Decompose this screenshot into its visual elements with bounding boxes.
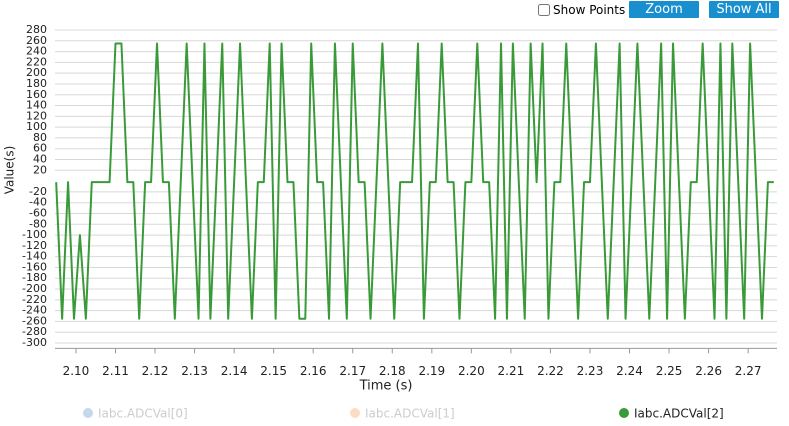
x-tick-label: 2.25	[656, 364, 683, 378]
legend-swatch	[350, 408, 360, 418]
show-all-button[interactable]: Show All	[709, 1, 779, 18]
y-tick-label: 100	[26, 120, 47, 133]
data-line	[55, 42, 774, 320]
x-tick-label: 2.27	[735, 364, 762, 378]
y-tick-label: 80	[33, 131, 47, 144]
legend-label: Iabc.ADCVal[1]	[365, 407, 455, 421]
y-tick-label: 280	[26, 23, 47, 36]
legend-label: Iabc.ADCVal[2]	[634, 407, 724, 421]
y-tick-label: -20	[29, 185, 47, 198]
y-tick-label: -40	[29, 196, 47, 209]
x-tick-label: 2.10	[63, 364, 90, 378]
x-tick-label: 2.22	[537, 364, 564, 378]
y-tick-label: 220	[26, 55, 47, 68]
x-tick-label: 2.18	[379, 364, 406, 378]
y-tick-label: 60	[33, 142, 47, 155]
x-tick-label: 2.23	[577, 364, 604, 378]
zoom-button[interactable]: Zoom	[629, 1, 699, 18]
x-tick-label: 2.17	[339, 364, 366, 378]
x-tick-label: 2.19	[418, 364, 445, 378]
x-axis-label: Time (s)	[359, 379, 413, 394]
y-tick-label: -220	[22, 293, 47, 306]
y-tick-label: -200	[22, 282, 47, 295]
show-points-toggle[interactable]: Show Points	[538, 1, 628, 18]
x-tick-label: 2.13	[181, 364, 208, 378]
x-tick-label: 2.12	[142, 364, 169, 378]
x-tick-label: 2.24	[616, 364, 643, 378]
y-tick-label: 260	[26, 34, 47, 47]
x-tick-label: 2.15	[260, 364, 287, 378]
legend-swatch	[83, 408, 93, 418]
y-tick-label: -280	[22, 325, 47, 338]
y-tick-label: -240	[22, 304, 47, 317]
x-tick-label: 2.26	[695, 364, 722, 378]
x-tick-label: 2.14	[221, 364, 248, 378]
show-points-label: Show Points	[553, 2, 626, 17]
y-tick-label: -120	[22, 239, 47, 252]
y-tick-label: 120	[26, 109, 47, 122]
y-tick-label: -260	[22, 314, 47, 327]
y-tick-label: -300	[22, 336, 47, 349]
y-tick-label: -140	[22, 250, 47, 263]
show-points-checkbox[interactable]	[538, 3, 550, 16]
y-tick-label: -180	[22, 271, 47, 284]
y-tick-label: 200	[26, 66, 47, 79]
y-tick-label: 40	[33, 153, 47, 166]
x-tick-label: 2.11	[102, 364, 129, 378]
x-tick-label: 2.16	[300, 364, 327, 378]
y-axis-label: Value(s)	[3, 146, 17, 195]
x-tick-label: 2.21	[498, 364, 525, 378]
y-tick-label: -100	[22, 228, 47, 241]
y-tick-label: 240	[26, 45, 47, 58]
y-tick-label: 160	[26, 88, 47, 101]
y-tick-label: 180	[26, 77, 47, 90]
y-tick-label: -60	[29, 206, 47, 219]
y-tick-label: -160	[22, 260, 47, 273]
x-tick-label: 2.20	[458, 364, 485, 378]
y-tick-label: -80	[29, 217, 47, 230]
y-tick-label: 140	[26, 99, 47, 112]
legend-swatch	[619, 408, 629, 418]
legend-label: Iabc.ADCVal[0]	[98, 407, 188, 421]
y-tick-label: 20	[33, 163, 47, 176]
